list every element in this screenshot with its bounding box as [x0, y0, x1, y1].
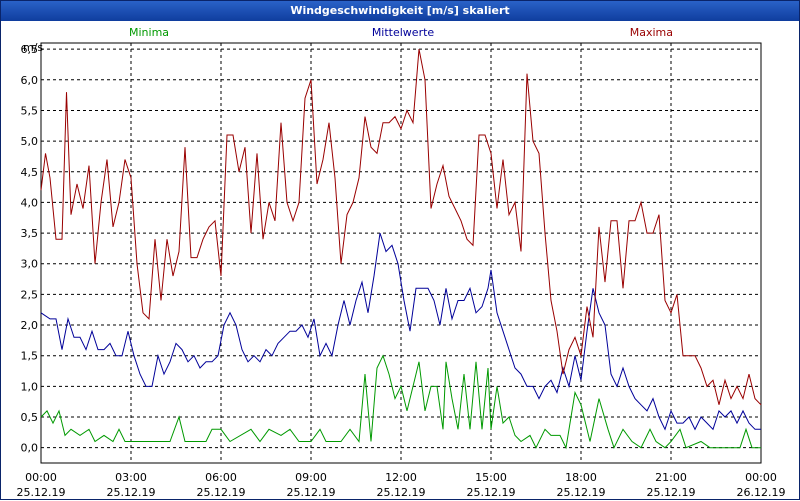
y-tick-label: 1,0 — [21, 380, 39, 393]
x-tick-date: 25.12.19 — [647, 486, 696, 499]
legend-maxima: Maxima — [630, 26, 673, 39]
y-tick-label: 5,5 — [21, 104, 39, 117]
series-line-maxima — [40, 49, 762, 406]
y-tick-label: 0,5 — [21, 411, 39, 424]
y-tick-label: 6,0 — [21, 74, 39, 87]
x-tick-time: 06:00 — [205, 471, 237, 484]
y-tick-label: 2,5 — [21, 288, 39, 301]
axis-labels: m/s 6,5 6,0 5,5 5,0 4,5 4,0 3,5 3,0 2,5 2,0 1,5 1,0… — [17, 41, 786, 499]
x-tick-date: 25.12.19 — [287, 486, 336, 499]
series-line-mittelwerte — [40, 232, 761, 431]
x-tick-time: 15:00 — [475, 471, 507, 484]
series-line-minima — [40, 354, 761, 450]
legend-mittelwerte: Mittelwerte — [372, 26, 435, 39]
window-title: Windgeschwindigkeit [m/s] skaliert — [1, 1, 799, 21]
y-tick-label: 3,5 — [21, 227, 39, 240]
series-layer — [40, 49, 762, 450]
x-tick-date: 25.12.19 — [107, 486, 156, 499]
x-tick-time: 12:00 — [385, 471, 417, 484]
y-tick-label: 4,0 — [21, 196, 39, 209]
y-tick-label: 6,5 — [21, 43, 39, 56]
y-tick-label: 5,0 — [21, 135, 39, 148]
y-axis-unit: m/s — [23, 41, 43, 54]
y-tick-label: 3,0 — [21, 258, 39, 271]
x-tick-time: 09:00 — [295, 471, 327, 484]
x-tick-date: 25.12.19 — [377, 486, 426, 499]
x-tick-date: 25.12.19 — [17, 486, 66, 499]
x-tick-time: 21:00 — [655, 471, 687, 484]
x-tick-date: 25.12.19 — [197, 486, 246, 499]
y-tick-label: 1,5 — [21, 350, 39, 363]
y-tick-label: 0,0 — [21, 442, 39, 455]
x-tick-time: 00:00 — [745, 471, 777, 484]
x-tick-date: 25.12.19 — [467, 486, 516, 499]
legend: Minima Mittelwerte Maxima — [129, 26, 673, 39]
x-tick-date: 26.12.19 — [737, 486, 786, 499]
x-tick-time: 18:00 — [565, 471, 597, 484]
x-tick-time: 03:00 — [115, 471, 147, 484]
y-tick-label: 2,0 — [21, 319, 39, 332]
x-tick-date: 25.12.19 — [557, 486, 606, 499]
x-tick-time: 00:00 — [25, 471, 57, 484]
legend-minima: Minima — [129, 26, 169, 39]
y-tick-label: 4,5 — [21, 166, 39, 179]
